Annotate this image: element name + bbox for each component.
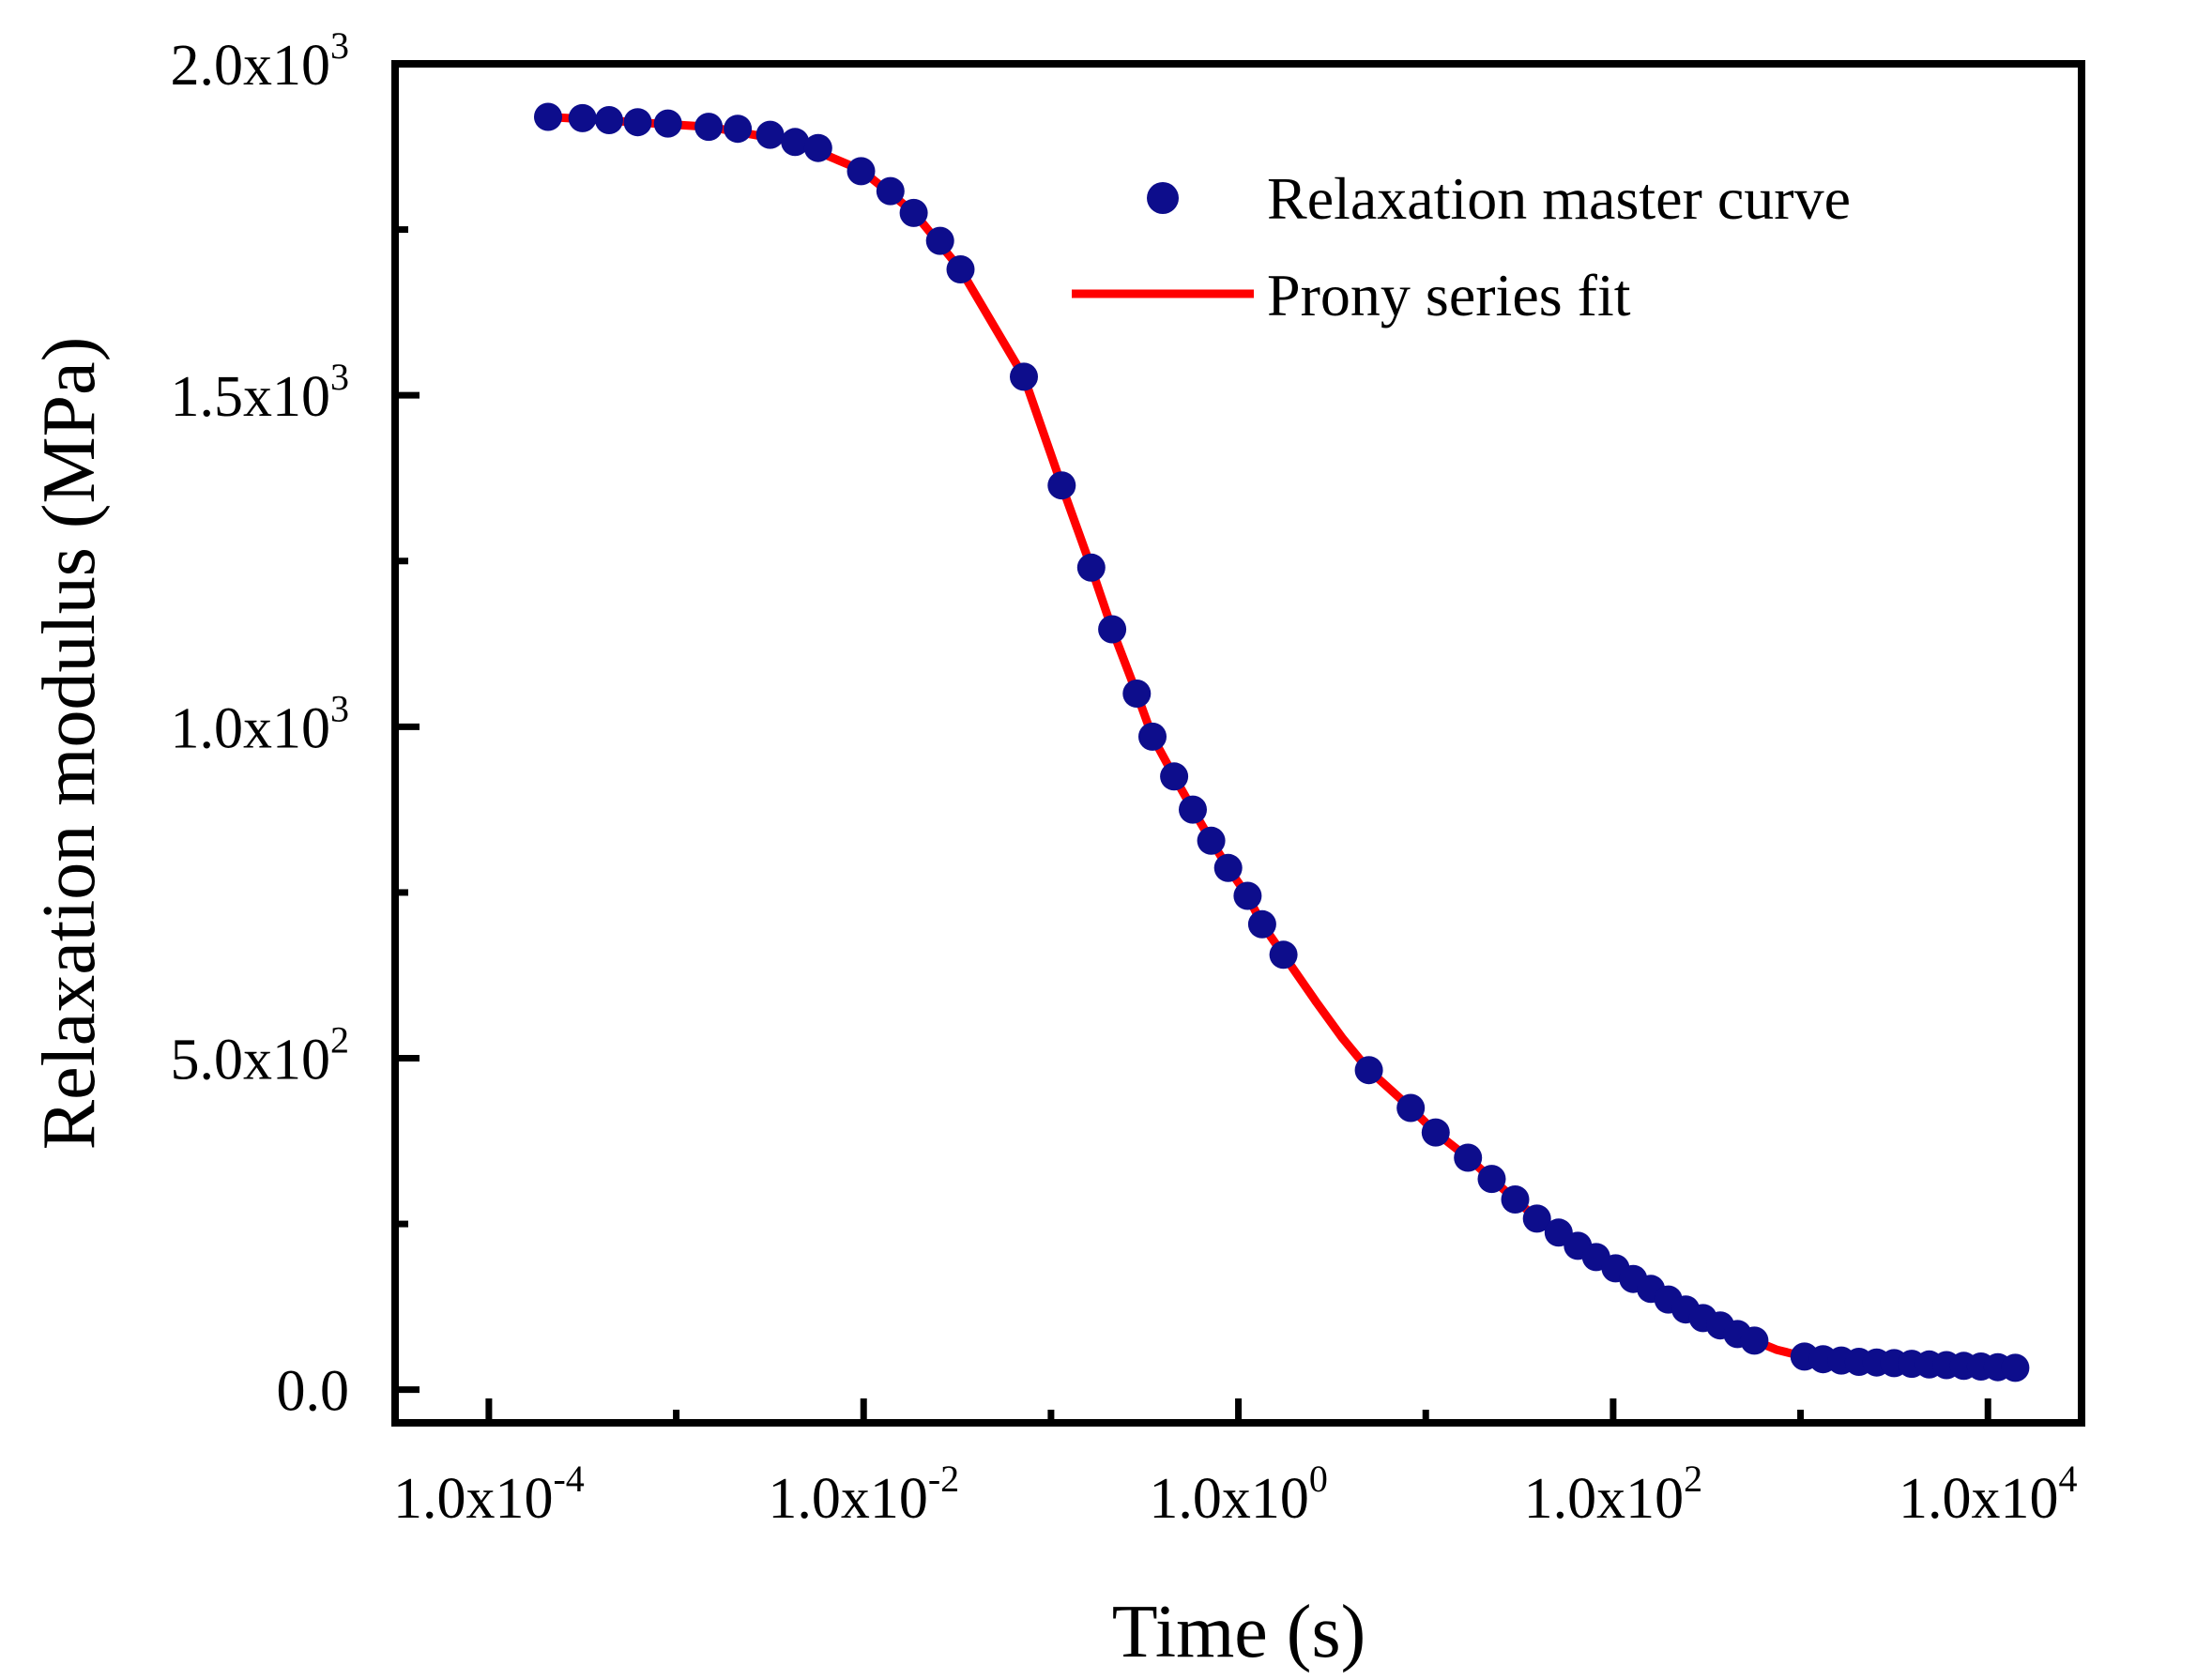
data-point xyxy=(1160,762,1189,791)
data-point xyxy=(694,113,724,142)
y-tick-label: 1.5x103 xyxy=(171,356,350,429)
data-point xyxy=(781,128,810,157)
x-tick-mantissa: 1.0x10 xyxy=(1899,1467,2059,1531)
data-point xyxy=(899,198,928,227)
y-tick-label: 5.0x102 xyxy=(171,1019,350,1092)
data-point xyxy=(946,255,975,283)
x-tick-exponent: -2 xyxy=(928,1458,959,1500)
x-tick-mantissa: 1.0x10 xyxy=(1149,1467,1309,1531)
relaxation-master-curve-points xyxy=(534,102,2030,1382)
data-point xyxy=(1179,795,1207,824)
data-point xyxy=(803,133,832,162)
legend-label-relaxation-master-curve: Relaxation master curve xyxy=(1267,165,1851,232)
x-tick-mantissa: 1.0x10 xyxy=(768,1467,928,1531)
y-tick-mantissa: 5.0x10 xyxy=(171,1029,331,1092)
x-tick-exponent: -4 xyxy=(553,1458,584,1500)
data-point xyxy=(2001,1353,2030,1382)
data-point xyxy=(534,102,562,131)
x-tick-label: 1.0x10-2 xyxy=(768,1458,959,1531)
y-tick-exponent: 3 xyxy=(330,24,349,67)
legend: Relaxation master curve Prony series fit xyxy=(1072,165,1851,328)
y-tick-label: 0.0 xyxy=(277,1360,350,1424)
data-point xyxy=(568,103,597,132)
y-tick-mantissa: 2.0x10 xyxy=(171,34,331,98)
legend-marker-relaxation-master-curve xyxy=(1147,182,1179,214)
x-tick-label: 1.0x102 xyxy=(1524,1458,1703,1531)
x-tick-label: 1.0x100 xyxy=(1149,1458,1328,1531)
legend-label-prony-series-fit: Prony series fit xyxy=(1267,262,1631,328)
data-point xyxy=(1740,1326,1769,1355)
data-point xyxy=(847,157,876,186)
data-point xyxy=(1076,553,1106,582)
data-point xyxy=(1098,615,1127,644)
data-point xyxy=(1138,722,1167,751)
y-tick-mantissa: 0.0 xyxy=(277,1360,350,1424)
x-tick-exponent: 2 xyxy=(1684,1458,1702,1500)
y-tick-exponent: 2 xyxy=(330,1019,349,1061)
data-point xyxy=(724,115,753,144)
data-point xyxy=(1047,471,1076,500)
data-point xyxy=(755,120,785,149)
data-point xyxy=(1233,881,1262,910)
data-point xyxy=(595,106,623,134)
data-point xyxy=(1454,1143,1483,1172)
data-point xyxy=(1501,1185,1530,1214)
data-point xyxy=(1247,909,1276,939)
data-point xyxy=(1122,680,1152,708)
x-axis-title: Time (s) xyxy=(1112,1591,1365,1673)
data-point xyxy=(1197,826,1226,855)
data-point xyxy=(925,226,954,255)
data-point xyxy=(653,109,682,138)
y-tick-exponent: 3 xyxy=(330,687,349,729)
x-axis-ticks: 1.0x10-4 1.0x10-2 1.0x100 1.0x102 1.0x104 xyxy=(393,1398,2077,1531)
data-point xyxy=(1421,1118,1450,1147)
data-point xyxy=(1396,1093,1426,1123)
data-point xyxy=(1010,362,1038,391)
data-point xyxy=(1522,1204,1551,1233)
y-tick-mantissa: 1.5x10 xyxy=(171,365,331,429)
y-tick-mantissa: 1.0x10 xyxy=(171,696,331,760)
data-point xyxy=(623,108,652,137)
plot-frame xyxy=(391,60,2085,1427)
data-point xyxy=(1269,940,1298,970)
data-point xyxy=(1213,853,1243,882)
x-tick-exponent: 0 xyxy=(1309,1458,1328,1500)
data-point xyxy=(1354,1056,1383,1085)
y-tick-label: 1.0x103 xyxy=(171,687,350,760)
y-tick-label: 2.0x103 xyxy=(171,24,350,98)
y-axis-title: Relaxation modulus (MPa) xyxy=(28,337,111,1151)
x-tick-mantissa: 1.0x10 xyxy=(1524,1467,1685,1531)
x-tick-mantissa: 1.0x10 xyxy=(393,1467,554,1531)
data-point xyxy=(876,176,905,206)
x-tick-label: 1.0x10-4 xyxy=(393,1458,585,1531)
data-point xyxy=(1477,1165,1506,1194)
y-tick-exponent: 3 xyxy=(330,356,349,398)
x-tick-label: 1.0x104 xyxy=(1899,1458,2078,1531)
x-tick-exponent: 4 xyxy=(2058,1458,2077,1500)
